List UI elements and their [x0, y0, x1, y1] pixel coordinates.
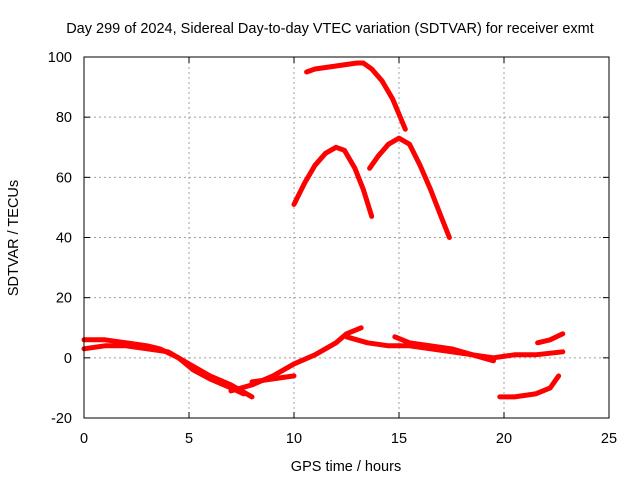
- y-tick-label: -20: [51, 411, 72, 427]
- y-tick-label: 100: [48, 50, 72, 66]
- y-tick-label: 20: [56, 291, 72, 307]
- x-tick-labels: 0 5 10 15 20 25: [80, 431, 617, 447]
- x-tick-label: 25: [601, 431, 617, 447]
- series-arc-d: [249, 373, 297, 385]
- y-tick-label: 40: [56, 231, 72, 247]
- grid-lines: [84, 57, 609, 418]
- series-arc-j: [304, 60, 408, 132]
- data-series: [81, 60, 566, 400]
- series-arc-e: [344, 334, 566, 361]
- x-tick-label: 20: [496, 431, 512, 447]
- x-tick-label: 15: [391, 431, 407, 447]
- x-tick-label: 10: [286, 431, 302, 447]
- series-arc-k: [367, 135, 452, 240]
- y-tick-label: 60: [56, 170, 72, 186]
- y-axis-label: SDTVAR / TECUs: [6, 180, 22, 296]
- series-arc-f: [392, 334, 496, 364]
- y-tick-labels: -20 0 20 40 60 80 100: [48, 50, 72, 427]
- x-tick-label: 0: [80, 431, 88, 447]
- x-tick-label: 5: [185, 431, 193, 447]
- x-axis-label: GPS time / hours: [291, 459, 401, 475]
- chart-title: Day 299 of 2024, Sidereal Day-to-day VTE…: [66, 21, 594, 37]
- series-arc-i: [291, 144, 375, 219]
- series-arc-g: [535, 331, 566, 346]
- y-tick-label: 80: [56, 110, 72, 126]
- y-tick-label: 0: [64, 351, 72, 367]
- series-arc-b: [81, 343, 255, 400]
- series-arc-h: [497, 373, 562, 400]
- plot-frame: [83, 56, 610, 419]
